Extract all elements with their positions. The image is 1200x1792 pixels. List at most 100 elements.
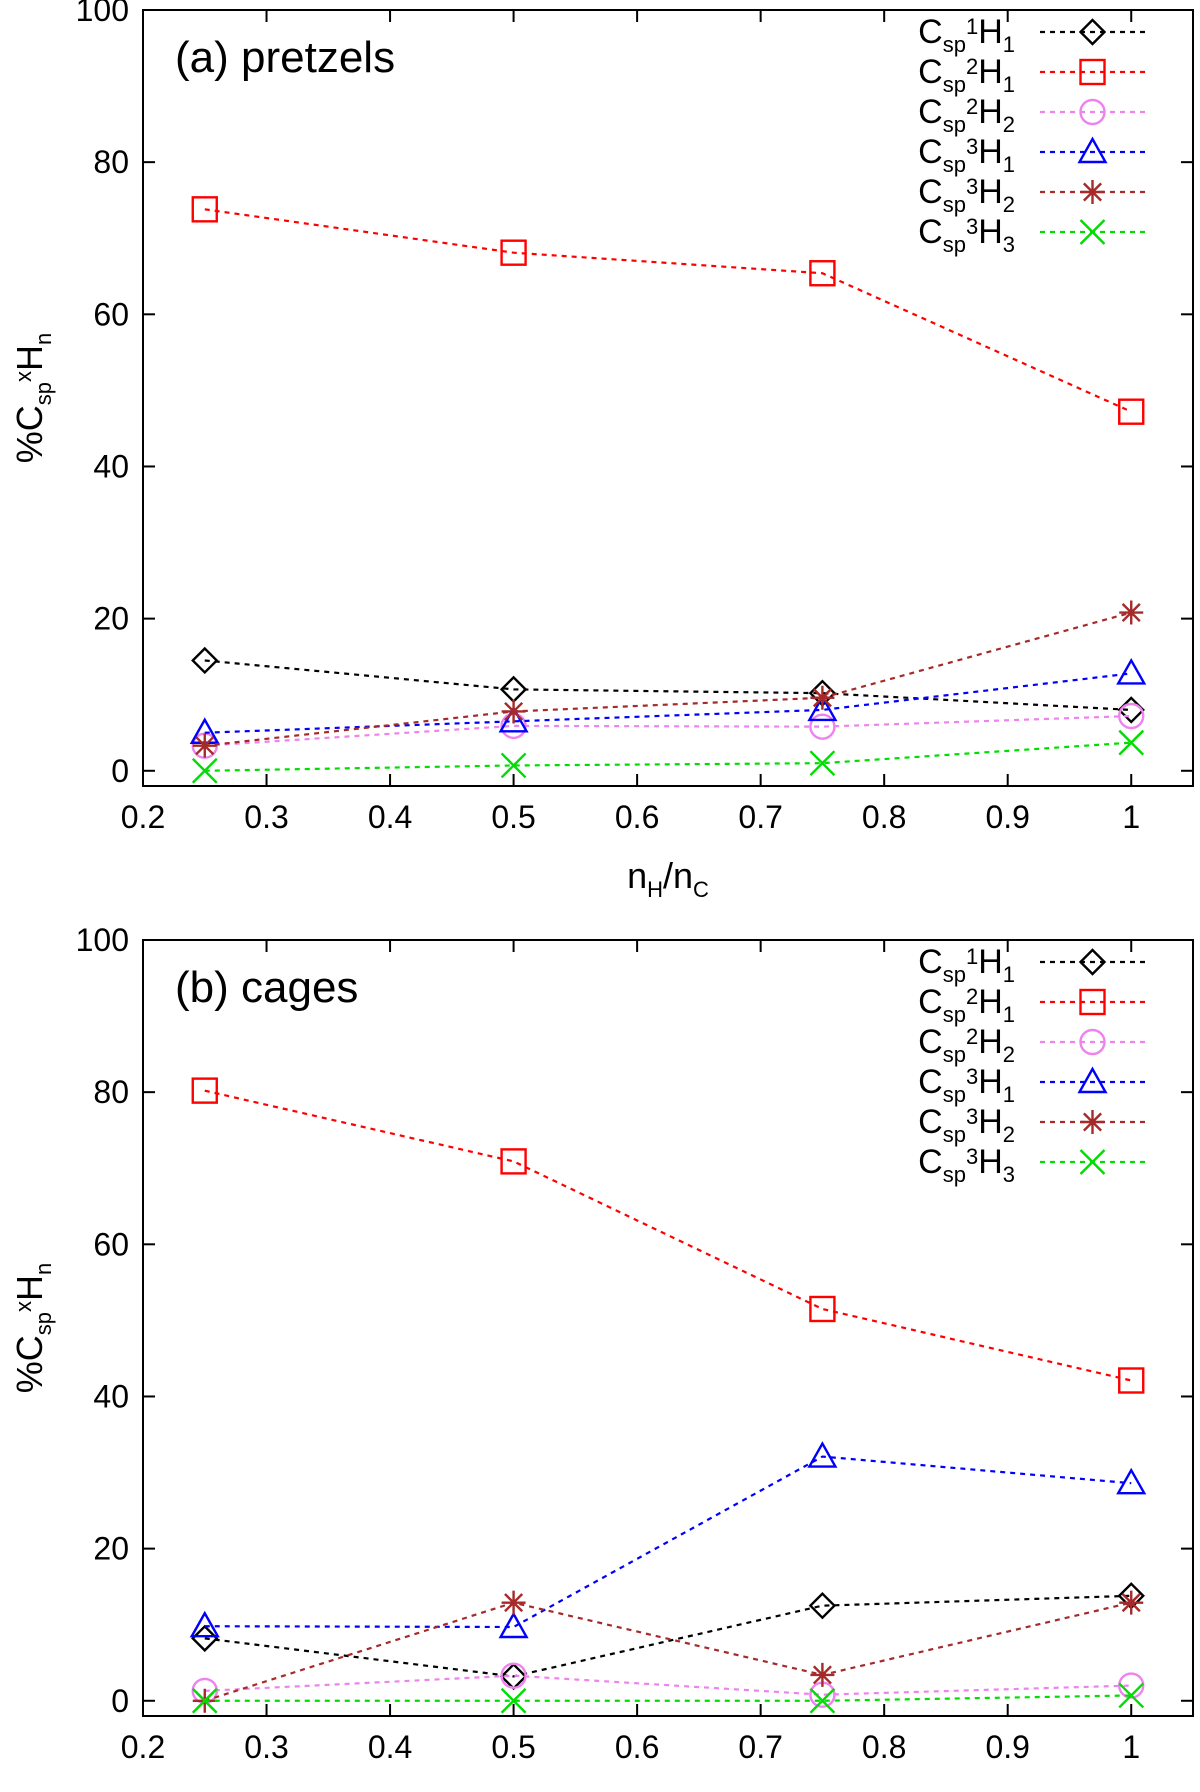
data-point <box>498 1611 529 1639</box>
legend-label: Csp3H2 <box>918 173 1015 217</box>
y-tick-label: 20 <box>93 601 129 637</box>
data-point <box>191 757 218 784</box>
series-Csp3H3 <box>191 729 1145 784</box>
series-line <box>204 1455 1132 1629</box>
chart-panel-b: 0.2 0.3 0.4 0.5 0.6 0.7 0.8 0.9 1 0 20 40 60 80 100 (b)… <box>9 922 1194 1792</box>
data-point <box>501 699 526 724</box>
series-Csp3H3 <box>191 1682 1145 1714</box>
panel-title: (a) pretzels <box>175 33 395 82</box>
x-tick-label: 0.5 <box>491 799 535 835</box>
x-tick-label: 0.6 <box>615 1729 659 1765</box>
legend-item-Csp1H1: Csp1H1 <box>918 943 1145 987</box>
y-tick-label: 100 <box>76 922 129 958</box>
x-tick-label: 0.6 <box>615 799 659 835</box>
legend-item-Csp2H2: Csp2H2 <box>918 1023 1145 1067</box>
data-point <box>500 752 527 779</box>
data-point <box>1118 1672 1145 1699</box>
data-point <box>189 1610 220 1638</box>
x-tick-label: 0.4 <box>368 1729 412 1765</box>
legend-marker <box>1079 1028 1106 1056</box>
y-tick-label: 80 <box>93 144 129 180</box>
x-tick-label: 0.7 <box>738 799 782 835</box>
y-tick-label: 0 <box>111 753 129 789</box>
legend-label: Csp3H3 <box>918 1143 1015 1187</box>
legend-item-Csp2H1: Csp2H1 <box>918 53 1145 97</box>
x-tick-label: 0.3 <box>244 799 288 835</box>
y-tick-label: 0 <box>111 1683 129 1719</box>
plot-frame <box>142 939 1194 1717</box>
legend-item-Csp3H2: Csp3H2 <box>918 1103 1145 1147</box>
legend-marker <box>1078 948 1107 976</box>
data-point <box>1118 1367 1145 1394</box>
data-point <box>500 1662 527 1689</box>
legend-marker <box>1080 1110 1105 1134</box>
y-axis-label: %CspxHn <box>9 1263 56 1394</box>
x-tick-label: 0.3 <box>244 1729 288 1765</box>
series-line <box>204 1601 1132 1702</box>
legend-label: Csp2H2 <box>918 93 1015 137</box>
legend-label: Csp1H1 <box>918 13 1015 57</box>
data-point <box>810 685 835 710</box>
x-tick-label: 0.8 <box>862 1729 906 1765</box>
x-tick-label: 0.2 <box>121 799 165 835</box>
x-tick-label: 0.4 <box>368 799 412 835</box>
data-point <box>1119 1590 1144 1615</box>
y-tick-label: 40 <box>93 448 129 484</box>
plot-frame <box>142 9 1194 787</box>
legend-marker <box>1077 136 1108 164</box>
data-point <box>809 260 836 287</box>
x-tick-label: 0.9 <box>985 1729 1029 1765</box>
series-Csp2H1 <box>191 196 1145 425</box>
series-line <box>204 659 1132 712</box>
data-point <box>1118 1682 1145 1709</box>
legend-item-Csp3H3: Csp3H3 <box>918 1143 1145 1187</box>
legend-item-Csp2H1: Csp2H1 <box>918 983 1145 1027</box>
data-point <box>1116 1467 1147 1495</box>
legend-item-Csp3H1: Csp3H1 <box>918 133 1145 177</box>
legend-marker <box>1078 18 1107 46</box>
data-point <box>1118 729 1145 756</box>
series-Csp3H1 <box>189 1441 1147 1639</box>
series-Csp3H2 <box>192 1590 1144 1713</box>
legend-marker <box>1079 98 1106 126</box>
data-point <box>1116 657 1147 685</box>
data-point <box>1118 702 1145 730</box>
x-tick-label: 0.7 <box>738 1729 782 1765</box>
legend-label: Csp3H3 <box>918 213 1015 257</box>
legend-marker <box>1080 180 1105 204</box>
series-line <box>204 1674 1132 1696</box>
data-point <box>500 1687 527 1714</box>
y-tick-label: 80 <box>93 1074 129 1110</box>
legend-label: Csp3H1 <box>918 133 1015 177</box>
series-line <box>204 714 1132 747</box>
x-tick-label: 0.8 <box>862 799 906 835</box>
y-tick-label: 60 <box>93 1226 129 1262</box>
series-line <box>204 1594 1132 1678</box>
data-point <box>810 1662 835 1687</box>
legend-marker <box>1079 988 1106 1016</box>
legend-item-Csp2H2: Csp2H2 <box>918 93 1145 137</box>
legend-label: Csp1H1 <box>918 943 1015 987</box>
series-line <box>204 741 1132 772</box>
x-axis-label: nH/nC <box>627 1785 709 1792</box>
x-tick-label: 1 <box>1122 1729 1140 1765</box>
series-line <box>204 611 1132 747</box>
data-point <box>191 196 218 223</box>
data-point <box>809 1295 836 1323</box>
y-tick-label: 40 <box>93 1378 129 1414</box>
data-point <box>500 1148 527 1175</box>
data-point <box>498 705 529 733</box>
data-point <box>807 694 838 722</box>
data-point <box>809 713 836 740</box>
series-line <box>204 672 1132 734</box>
data-point <box>191 1687 218 1714</box>
data-point <box>191 1624 219 1653</box>
x-tick-label: 1 <box>1122 799 1140 835</box>
data-point <box>500 239 527 266</box>
legend-label: Csp2H1 <box>918 983 1015 1027</box>
data-point <box>192 733 217 758</box>
legend-item-Csp1H1: Csp1H1 <box>918 13 1145 57</box>
x-tick-label: 0.9 <box>985 799 1029 835</box>
